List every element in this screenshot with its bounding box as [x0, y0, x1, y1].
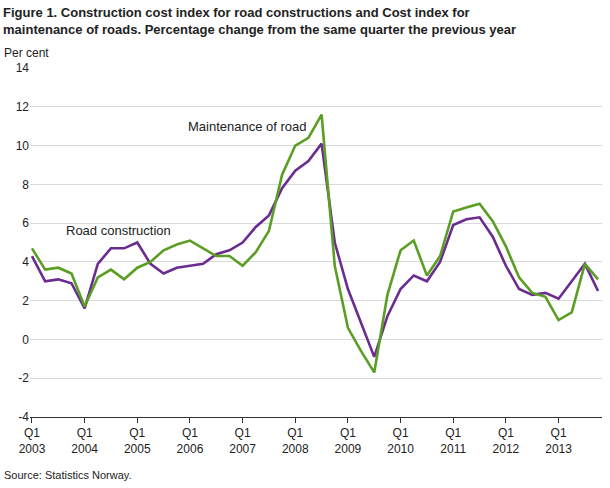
- svg-text:-2: -2: [18, 371, 29, 385]
- svg-text:10: 10: [16, 139, 30, 153]
- svg-text:Q12011: Q12011: [440, 426, 466, 456]
- svg-text:Q12010: Q12010: [387, 426, 414, 456]
- svg-text:Q12009: Q12009: [335, 426, 362, 456]
- svg-text:Q12004: Q12004: [71, 426, 98, 456]
- svg-text:Figure 1. Construction cost in: Figure 1. Construction cost index for ro…: [3, 5, 516, 37]
- svg-text:Q12006: Q12006: [177, 426, 204, 456]
- svg-text:2: 2: [22, 294, 29, 308]
- svg-text:Per cent: Per cent: [4, 46, 49, 60]
- svg-text:Road construction: Road construction: [66, 223, 171, 238]
- svg-text:0: 0: [22, 333, 29, 347]
- svg-text:12: 12: [16, 100, 30, 114]
- svg-text:Q12007: Q12007: [229, 426, 256, 456]
- svg-text:Source: Statistics Norway.: Source: Statistics Norway.: [4, 469, 132, 481]
- svg-text:4: 4: [22, 255, 29, 269]
- svg-text:-4: -4: [18, 410, 29, 424]
- svg-text:Q12003: Q12003: [19, 426, 46, 456]
- svg-text:Q12008: Q12008: [282, 426, 309, 456]
- svg-text:14: 14: [16, 61, 30, 75]
- svg-text:8: 8: [22, 178, 29, 192]
- svg-text:Q12013: Q12013: [545, 426, 572, 456]
- svg-text:Q12012: Q12012: [493, 426, 520, 456]
- svg-text:Maintenance of road: Maintenance of road: [188, 119, 307, 134]
- svg-text:6: 6: [22, 216, 29, 230]
- svg-text:Q12005: Q12005: [124, 426, 151, 456]
